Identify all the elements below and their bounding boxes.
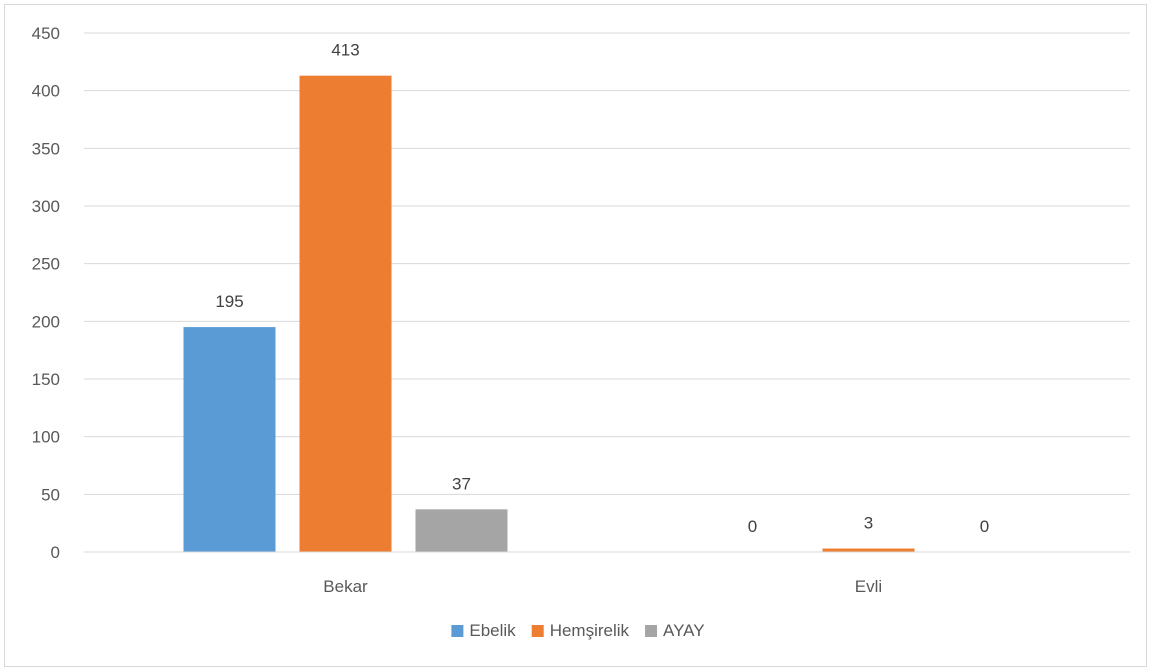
y-tick-label: 450 bbox=[32, 24, 60, 43]
y-tick-label: 300 bbox=[32, 197, 60, 216]
y-axis-ticks: 0 50 100 150 200 250 300 350 400 450 bbox=[32, 24, 60, 562]
legend-swatch-2 bbox=[645, 625, 658, 637]
y-tick-label: 150 bbox=[32, 370, 60, 389]
bar-bekar-1 bbox=[299, 75, 392, 552]
bar-bekar-0 bbox=[183, 327, 276, 552]
data-label: 413 bbox=[331, 41, 359, 60]
y-tick-label: 100 bbox=[32, 428, 60, 447]
data-label: 0 bbox=[748, 517, 757, 536]
legend-label: AYAY bbox=[663, 621, 705, 640]
bar-bekar-2 bbox=[415, 509, 508, 552]
y-tick-label: 250 bbox=[32, 255, 60, 274]
data-label: 3 bbox=[864, 514, 873, 533]
legend-label: Hemşirelik bbox=[550, 621, 630, 640]
legend-swatch-1 bbox=[531, 625, 544, 637]
bars bbox=[183, 75, 915, 552]
bar-evli-1 bbox=[822, 548, 915, 552]
data-label: 195 bbox=[215, 292, 243, 311]
x-tick-label: Bekar bbox=[323, 577, 368, 596]
y-tick-label: 400 bbox=[32, 82, 60, 101]
data-labels: 195 413 37 0 3 0 bbox=[215, 41, 989, 536]
y-tick-label: 350 bbox=[32, 139, 60, 158]
legend: Ebelik Hemşirelik AYAY bbox=[451, 621, 705, 640]
y-tick-label: 50 bbox=[41, 485, 60, 504]
x-tick-label: Evli bbox=[855, 577, 882, 596]
data-label: 37 bbox=[452, 474, 471, 493]
x-axis-ticks: Bekar Evli bbox=[84, 551, 1130, 596]
legend-label: Ebelik bbox=[469, 621, 516, 640]
legend-swatch-0 bbox=[451, 625, 464, 637]
y-tick-label: 0 bbox=[51, 543, 60, 562]
data-label: 0 bbox=[980, 517, 989, 536]
y-tick-label: 200 bbox=[32, 312, 60, 331]
